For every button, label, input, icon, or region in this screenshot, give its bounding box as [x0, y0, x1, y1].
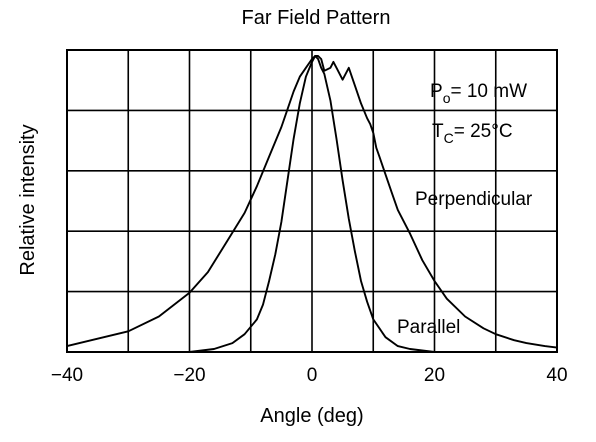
temperature-annotation: TC= 25°C	[432, 121, 513, 146]
power-symbol: P	[430, 81, 443, 102]
x-tick-labels: −40 −20 0 20 40	[51, 365, 568, 386]
svg-text:TC= 25°C: TC= 25°C	[432, 121, 513, 146]
x-tick-label: 0	[307, 365, 318, 386]
parallel-curve	[67, 55, 557, 353]
power-value: = 10 mW	[450, 81, 527, 102]
svg-text:Po= 10 mW: Po= 10 mW	[430, 81, 527, 106]
parallel-label: Parallel	[397, 317, 460, 338]
grid-lines	[67, 50, 557, 352]
power-annotation: Po= 10 mW	[430, 81, 527, 106]
perpendicular-label: Perpendicular	[415, 189, 533, 210]
x-tick-label: 20	[424, 365, 445, 386]
x-tick-label: 40	[546, 365, 567, 386]
chart-title: Far Field Pattern	[242, 7, 391, 29]
x-tick-label: −40	[51, 365, 83, 386]
x-axis-label: Angle (deg)	[260, 405, 363, 427]
temp-symbol: T	[432, 121, 444, 142]
power-subscript: o	[443, 90, 451, 106]
temp-value: = 25°C	[454, 121, 513, 142]
y-axis-label: Relative intensity	[17, 124, 39, 275]
data-curves	[66, 55, 558, 353]
x-tick-label: −20	[173, 365, 205, 386]
perpendicular-curve	[66, 55, 558, 349]
temp-subscript: C	[444, 130, 454, 146]
plot-frame	[66, 49, 558, 353]
